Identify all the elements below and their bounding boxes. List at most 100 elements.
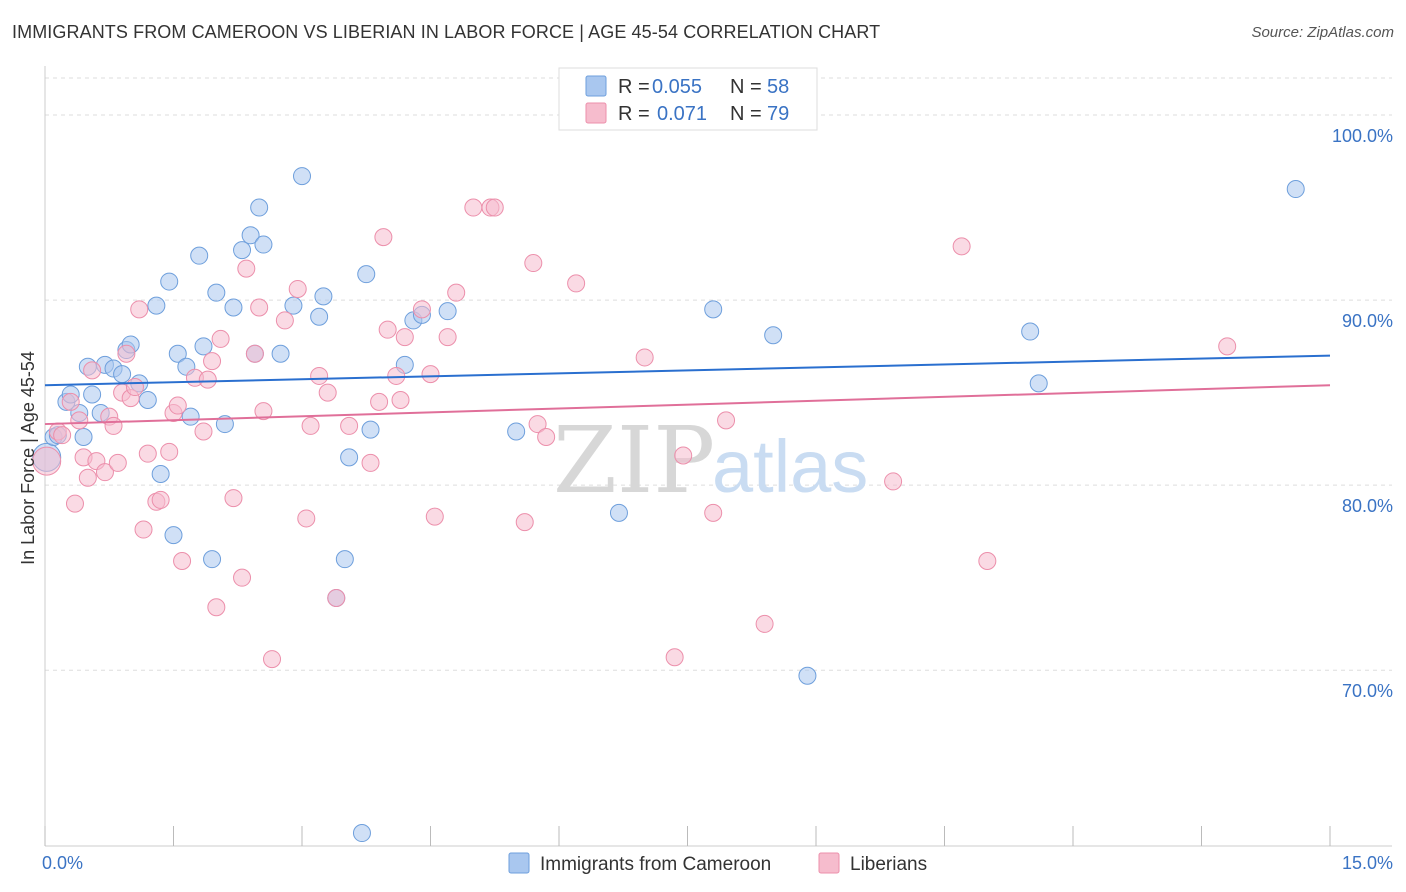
cameroon-point	[254, 235, 273, 254]
liberian-point	[378, 320, 397, 339]
bottom-legend-label-liberians: Liberians	[850, 854, 927, 875]
legend-swatch-liberians	[585, 102, 607, 124]
cameroon-point	[1286, 180, 1305, 199]
trend-lines	[44, 354, 1331, 426]
cameroon-point	[271, 344, 290, 363]
bottom-legend: Immigrants from Cameroon Liberians	[508, 852, 927, 875]
liberian-point	[61, 392, 80, 411]
liberian-point	[952, 237, 971, 256]
liberian-point	[263, 650, 282, 669]
legend-n-value-cameroon: 58	[767, 76, 789, 98]
watermark-atlas: atlas	[712, 425, 868, 508]
liberian-point	[755, 614, 774, 633]
cameroon-point	[241, 226, 260, 245]
y-tick-label: 80.0%	[1342, 496, 1393, 516]
cameroon-point	[181, 407, 200, 426]
liberian-point	[421, 365, 440, 384]
cameroon-point	[438, 302, 457, 321]
cameroon-point	[361, 420, 380, 439]
cameroon-point	[798, 666, 817, 685]
liberian-point	[108, 453, 127, 472]
tick-labels: 70.0% 80.0% 90.0% 100.0% 0.0% 15.0%	[42, 126, 1393, 873]
liberian-point	[168, 396, 187, 415]
liberian-point	[447, 283, 466, 302]
cameroon-point	[215, 415, 234, 434]
liberian-point	[567, 274, 586, 293]
legend-r-value-liberians: 0.071	[657, 103, 707, 125]
cameroon-point	[151, 465, 170, 484]
liberian-point	[327, 589, 346, 608]
legend-n-label-liberians: N =	[730, 103, 762, 125]
series-liberians-points	[32, 198, 1237, 669]
y-tick-label: 70.0%	[1342, 681, 1393, 701]
cameroon-point	[764, 326, 783, 345]
trend-line-liberians	[44, 384, 1331, 426]
liberian-point	[245, 344, 264, 363]
liberian-point	[537, 428, 556, 447]
cameroon-point	[340, 448, 359, 467]
top-legend: R = 0.055 N = 58 R = 0.071 N = 79	[558, 67, 818, 131]
cameroon-point	[207, 283, 226, 302]
y-axis-title: In Labor Force | Age 45-54	[18, 351, 38, 565]
cameroon-point	[335, 550, 354, 569]
liberian-point	[32, 446, 62, 476]
liberian-point	[665, 648, 684, 667]
cameroon-point	[83, 385, 102, 404]
cameroon-point	[314, 287, 333, 306]
liberian-point	[978, 552, 997, 571]
cameroon-point	[507, 422, 526, 441]
liberian-point	[288, 279, 307, 298]
liberian-point	[301, 416, 320, 435]
liberian-point	[104, 416, 123, 435]
liberian-point	[370, 392, 389, 411]
liberian-point	[130, 300, 149, 319]
liberian-point	[173, 552, 192, 571]
liberian-point	[340, 416, 359, 435]
cameroon-point	[357, 265, 376, 284]
liberian-point	[160, 442, 179, 461]
liberian-point	[224, 489, 243, 508]
cameroon-point	[190, 246, 209, 265]
liberian-point	[211, 329, 230, 348]
liberian-point	[53, 426, 72, 445]
liberian-point	[674, 446, 693, 465]
cameroon-point	[74, 428, 93, 447]
liberian-point	[275, 311, 294, 330]
liberian-point	[438, 328, 457, 347]
cameroon-point	[1021, 322, 1040, 341]
liberian-point	[318, 383, 337, 402]
liberian-point	[704, 503, 723, 522]
x-tick-label-max: 15.0%	[1342, 853, 1393, 873]
cameroon-point	[203, 550, 222, 569]
liberian-point	[250, 298, 269, 317]
liberian-point	[464, 198, 483, 217]
liberian-point	[203, 352, 222, 371]
liberian-point	[117, 344, 136, 363]
liberian-point	[412, 300, 431, 319]
cameroon-point	[147, 296, 166, 315]
cameroon-point	[1029, 374, 1048, 393]
liberian-point	[70, 411, 89, 430]
liberian-point	[237, 259, 256, 278]
liberian-point	[297, 509, 316, 528]
liberian-point	[254, 402, 273, 421]
liberian-point	[387, 366, 406, 385]
cameroon-point	[138, 391, 157, 410]
liberian-point	[374, 228, 393, 247]
legend-r-label-cameroon: R =	[618, 76, 650, 98]
cameroon-point	[293, 167, 311, 186]
liberian-point	[635, 348, 654, 367]
liberian-point	[233, 568, 252, 587]
liberian-point	[395, 328, 414, 347]
bottom-legend-swatch-liberians	[818, 852, 840, 874]
source-label: Source: ZipAtlas.com	[1251, 24, 1394, 41]
cameroon-point	[113, 365, 132, 384]
watermark-zip: ZIP	[553, 407, 715, 514]
liberian-point	[125, 378, 144, 397]
cameroon-point	[164, 526, 183, 545]
liberian-point	[95, 463, 114, 482]
cameroon-point	[250, 198, 269, 217]
watermark: ZIP atlas	[553, 407, 868, 514]
liberian-point	[134, 520, 153, 539]
